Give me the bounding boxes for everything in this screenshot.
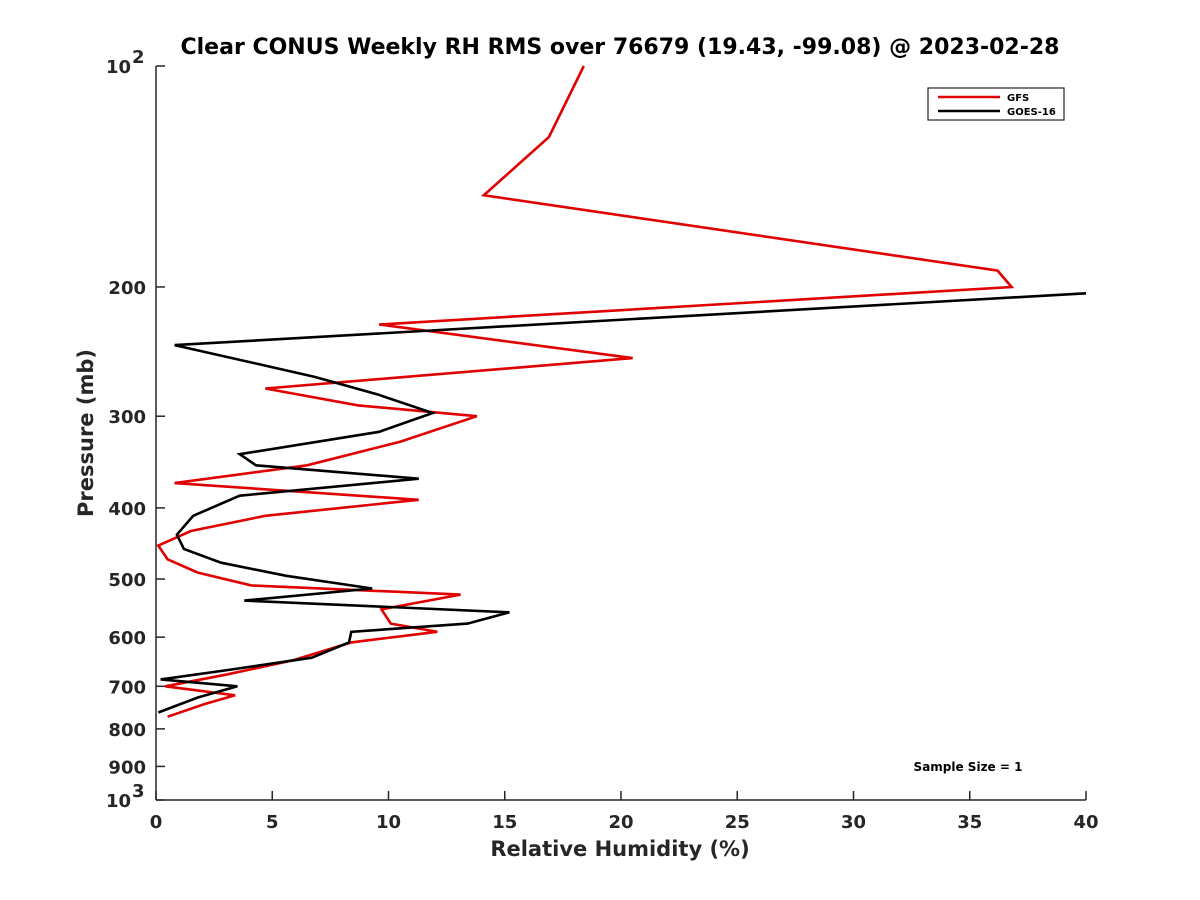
x-tick-label: 10 (376, 812, 401, 833)
y-tick-label: 10 (106, 791, 131, 812)
legend-label-gfs: GFS (1007, 93, 1029, 104)
x-tick-label: 35 (957, 812, 982, 833)
x-tick-label: 40 (1073, 812, 1098, 833)
y-tick-label-exponent: 2 (132, 47, 145, 68)
x-tick-label: 20 (608, 812, 633, 833)
x-tick-label: 30 (841, 812, 866, 833)
x-tick-label: 5 (266, 812, 279, 833)
chart-title: Clear CONUS Weekly RH RMS over 76679 (19… (181, 35, 1060, 60)
y-tick-label: 800 (108, 720, 146, 741)
y-axis-label: Pressure (mb) (74, 349, 98, 517)
y-tick-label: 300 (108, 407, 146, 428)
legend-label-goes-16: GOES-16 (1007, 107, 1056, 118)
y-tick-label-exponent: 3 (132, 781, 145, 802)
y-tick-label: 600 (108, 628, 146, 649)
x-tick-label: 25 (725, 812, 750, 833)
y-tick-label: 700 (108, 677, 146, 698)
legend: GFS GOES-16 (927, 87, 1065, 121)
y-tick-label: 900 (108, 757, 146, 778)
y-tick-label: 10 (106, 57, 131, 78)
legend-box (927, 87, 1065, 121)
y-tick-label: 200 (108, 278, 146, 299)
y-tick-label: 400 (108, 499, 146, 520)
x-tick-label: 15 (492, 812, 517, 833)
series-line-goes-16 (157, 292, 1087, 714)
series-line-gfs (156, 65, 1015, 718)
y-tick-label: 500 (108, 570, 146, 591)
x-axis-label: Relative Humidity (%) (490, 837, 749, 861)
sample-size-annotation: Sample Size = 1 (914, 760, 1023, 774)
x-tick-label: 0 (150, 812, 163, 833)
